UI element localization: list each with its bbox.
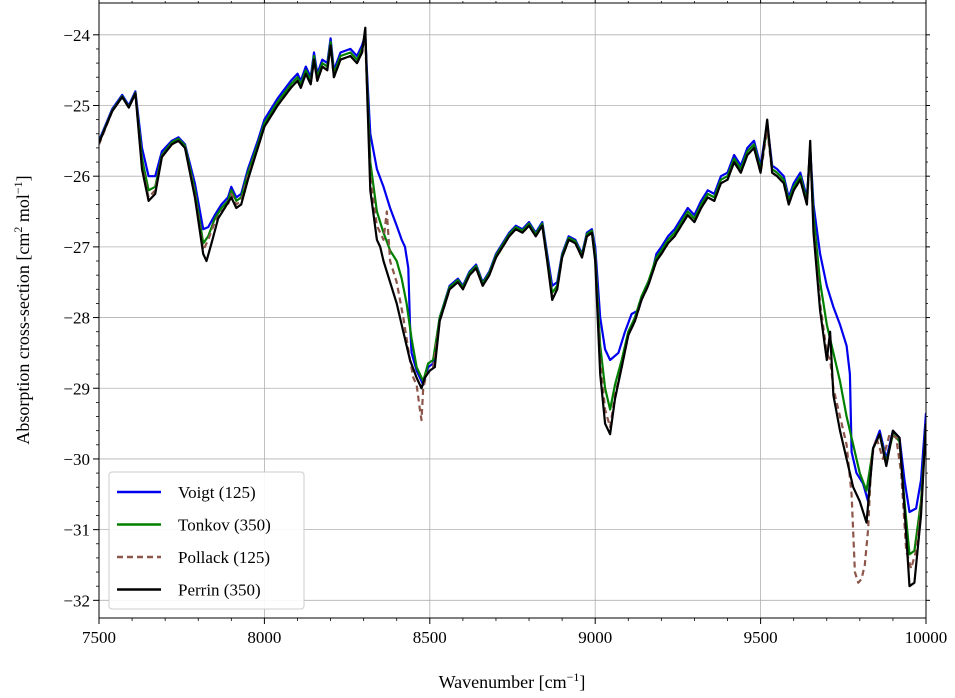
y-axis-label: Absorption cross-section [cm2 mol−1] xyxy=(11,175,33,444)
y-tick-label: −24 xyxy=(63,26,90,45)
legend-label: Pollack (125) xyxy=(178,548,270,567)
y-tick-label: −30 xyxy=(63,450,90,469)
series-line-4 xyxy=(99,26,926,588)
grid-lines xyxy=(98,3,927,618)
x-tick-label: 10000 xyxy=(905,628,948,647)
x-axis-label: Wavenumber [cm−1] xyxy=(439,670,586,692)
x-tick-label: 9500 xyxy=(744,628,778,647)
y-tick-label: −29 xyxy=(63,379,90,398)
legend-label: Voigt (125) xyxy=(178,483,256,502)
y-tick-label: −28 xyxy=(63,309,90,328)
legend-label: Perrin (350) xyxy=(178,581,261,600)
axis-ticks: 7500 8000 8500 9000 9500 10000 −24 −25 −26 −27 −28… xyxy=(63,0,947,647)
plot-frame xyxy=(98,2,927,619)
x-tick-label: 7500 xyxy=(82,628,116,647)
y-tick-label: −25 xyxy=(63,97,90,116)
x-tick-label: 9000 xyxy=(578,628,612,647)
x-tick-label: 8500 xyxy=(413,628,447,647)
legend-label: Tonkov (350) xyxy=(178,516,271,535)
legend-box xyxy=(108,471,305,610)
y-tick-label: −27 xyxy=(63,238,90,257)
y-tick-label: −26 xyxy=(63,167,90,186)
y-tick-label: −31 xyxy=(63,521,90,540)
series-layer xyxy=(99,26,926,588)
y-tick-label: −32 xyxy=(63,591,90,610)
x-tick-label: 8000 xyxy=(247,628,281,647)
legend: Voigt (125) Tonkov (350) Pollack (125) Perr… xyxy=(108,471,305,610)
